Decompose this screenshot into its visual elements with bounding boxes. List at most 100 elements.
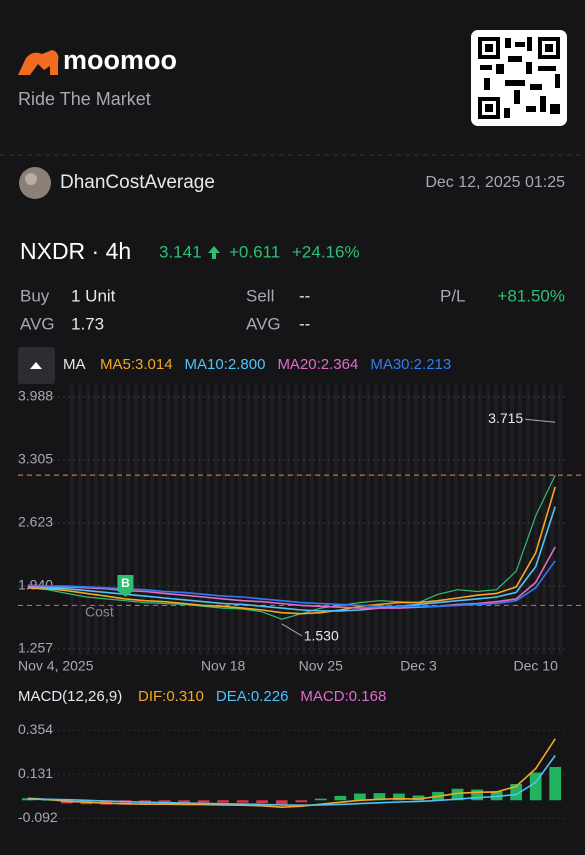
y-tick-label: 3.988 xyxy=(18,388,53,404)
stripe xyxy=(430,385,434,655)
legend-entry: MA5:3.014 xyxy=(100,356,173,373)
annotation: 3.715 xyxy=(488,410,523,426)
histogram-bar xyxy=(412,795,425,801)
chart-background xyxy=(70,385,562,655)
x-tick-label: Dec 10 xyxy=(514,658,559,674)
legend-title: MA xyxy=(63,356,86,373)
stripe xyxy=(318,385,322,655)
stripe xyxy=(222,385,226,655)
annotation-leader xyxy=(281,623,302,637)
annotation-leader xyxy=(525,418,556,423)
histogram-bar xyxy=(373,793,386,801)
stripe xyxy=(502,385,506,655)
stripe xyxy=(166,385,170,655)
stripe xyxy=(254,385,258,655)
stripe xyxy=(390,385,394,655)
stripe xyxy=(518,385,522,655)
x-tick-label: Nov 18 xyxy=(201,658,246,674)
logo-icon xyxy=(18,50,59,75)
macd-title: MACD(12,26,9) xyxy=(18,688,122,705)
series-line xyxy=(27,560,556,608)
histogram-bar xyxy=(510,784,523,801)
change-pct: +24.16% xyxy=(292,242,360,261)
series-line xyxy=(27,486,556,615)
change: +0.611 xyxy=(229,242,280,261)
pl-label: P/L xyxy=(440,286,466,305)
stripe xyxy=(142,385,146,655)
stripe xyxy=(326,385,330,655)
stripe xyxy=(470,385,474,655)
stripe xyxy=(94,385,98,655)
histogram-bar xyxy=(256,800,269,804)
stripe xyxy=(550,385,554,655)
up-arrow xyxy=(208,246,220,259)
stripe xyxy=(286,385,290,655)
cost-label: Cost xyxy=(85,604,114,620)
stripe xyxy=(414,385,418,655)
legend-entry: DEA:0.226 xyxy=(216,688,289,705)
y-tick-label: 0.131 xyxy=(18,765,53,781)
histogram-bar xyxy=(314,798,327,801)
histogram-bar xyxy=(529,772,542,801)
series-line xyxy=(27,755,556,807)
stripe xyxy=(422,385,426,655)
stripe xyxy=(382,385,386,655)
symbol: NXDR · 4h xyxy=(20,238,131,264)
y-tick-label: 2.623 xyxy=(18,514,53,530)
y-tick-label: 3.305 xyxy=(18,451,53,467)
sell-label: Sell xyxy=(246,286,274,305)
stripe xyxy=(262,385,266,655)
stripe xyxy=(438,385,442,655)
stripe xyxy=(462,385,466,655)
qr-code xyxy=(471,30,567,126)
pl: +81.50% xyxy=(497,286,565,305)
histogram-bar xyxy=(21,798,34,801)
histogram-bar xyxy=(549,766,562,801)
buy: 1 Unit xyxy=(71,286,116,305)
stripe xyxy=(406,385,410,655)
stripe xyxy=(558,385,562,655)
sell: -- xyxy=(299,286,310,305)
stripe xyxy=(350,385,354,655)
stripe xyxy=(278,385,282,655)
stripe xyxy=(374,385,378,655)
stripe xyxy=(206,385,210,655)
histogram-bar xyxy=(451,788,464,801)
stripe xyxy=(302,385,306,655)
legend-entry: MA10:2.800 xyxy=(185,356,266,373)
histogram-bar xyxy=(119,800,132,805)
histogram-bar xyxy=(236,800,249,803)
stripe xyxy=(238,385,242,655)
stripe xyxy=(70,385,74,655)
buy-marker-label: B xyxy=(121,576,130,590)
stripe xyxy=(494,385,498,655)
histogram-bar xyxy=(275,800,288,805)
histogram-bar xyxy=(41,800,54,801)
stripe xyxy=(454,385,458,655)
histogram-bar xyxy=(178,800,190,804)
stripe xyxy=(334,385,338,655)
series-line xyxy=(27,506,556,612)
stripe xyxy=(182,385,186,655)
stripe xyxy=(446,385,450,655)
collapse-icon xyxy=(30,362,42,369)
avg-label: AVG xyxy=(20,314,55,333)
legend-entry: MA30:2.213 xyxy=(370,356,451,373)
price: 3.141 xyxy=(159,242,202,261)
y-tick-label: 1.257 xyxy=(18,640,53,656)
legend-entry: DIF:0.310 xyxy=(138,688,204,705)
avatar-detail xyxy=(25,173,37,185)
username: DhanCostAverage xyxy=(60,172,215,193)
stripe xyxy=(126,385,130,655)
series-line xyxy=(27,546,556,609)
stripe xyxy=(294,385,298,655)
post-date: Dec 12, 2025 01:25 xyxy=(425,174,565,191)
stripe xyxy=(342,385,346,655)
avg2-label: AVG xyxy=(246,314,281,333)
stripe xyxy=(542,385,546,655)
stripe xyxy=(110,385,114,655)
histogram-bar xyxy=(197,800,210,803)
stripe xyxy=(510,385,514,655)
